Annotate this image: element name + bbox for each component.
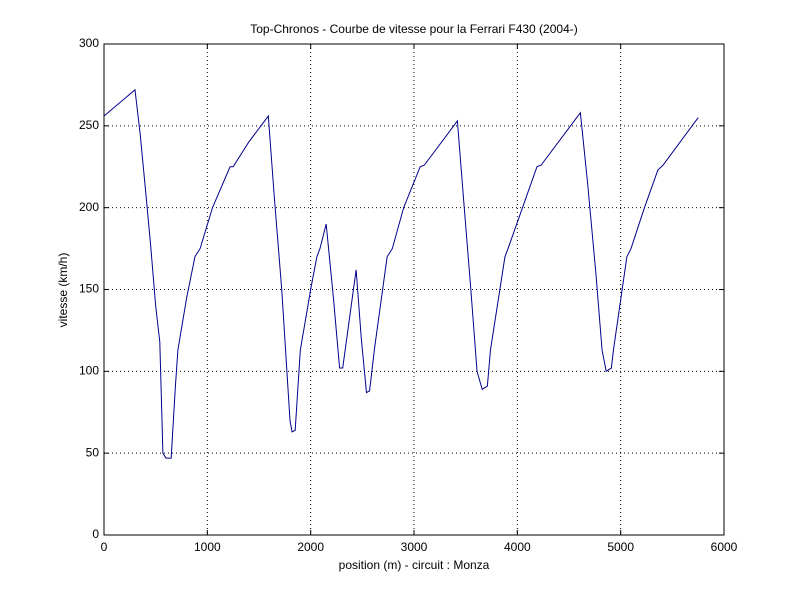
- x-tick-label: 6000: [711, 540, 738, 554]
- y-tick-label: 200: [79, 200, 99, 214]
- data-line: [103, 88, 699, 459]
- chart-title: Top-Chronos - Courbe de vitesse pour la …: [250, 22, 577, 36]
- y-tick-label: 50: [86, 445, 100, 459]
- x-tick-label: 2000: [297, 540, 324, 554]
- y-axis-label: vitesse (km/h): [56, 253, 70, 328]
- y-tick-label: 100: [79, 364, 99, 378]
- y-tick-label: 150: [79, 282, 99, 296]
- y-tick-label: 300: [79, 36, 99, 50]
- x-tick-label: 5000: [607, 540, 634, 554]
- y-tick-label: 0: [92, 527, 99, 541]
- x-tick-label: 1000: [194, 540, 221, 554]
- y-tick-label: 250: [79, 118, 99, 132]
- x-tick-label: 0: [101, 540, 108, 554]
- x-axis-label: position (m) - circuit : Monza: [339, 558, 490, 572]
- x-tick-label: 4000: [504, 540, 531, 554]
- plot-frame: [103, 43, 725, 536]
- x-tick-label: 3000: [401, 540, 428, 554]
